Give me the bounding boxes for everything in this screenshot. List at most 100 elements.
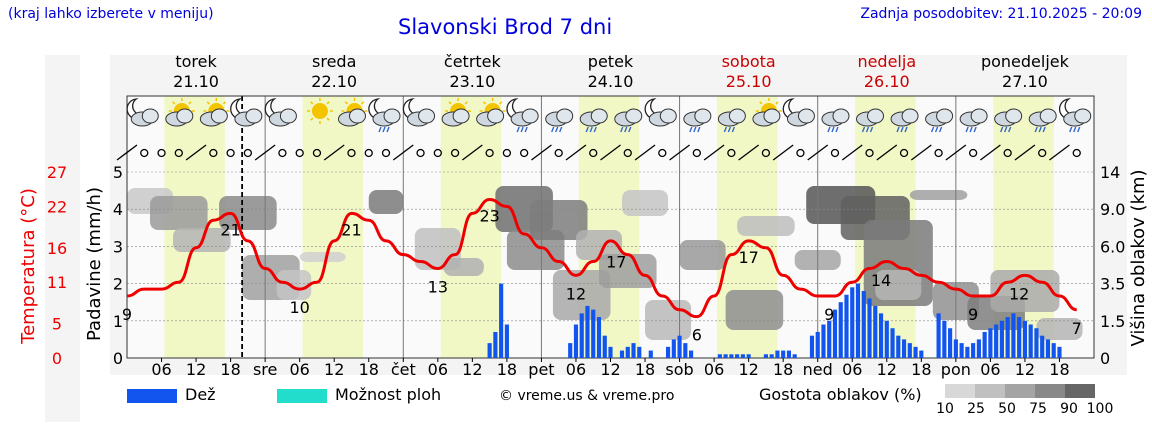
time-tick-label: 12: [462, 360, 482, 379]
time-tick-label: čet: [391, 360, 416, 379]
precip-tick-label: 5: [113, 163, 123, 182]
time-tick-label: 18: [220, 360, 240, 379]
temperature-label: 21: [220, 220, 240, 239]
day-date: 24.10: [587, 72, 634, 91]
rain-bar: [631, 343, 636, 358]
temperature-label: 9: [968, 305, 978, 324]
time-tick-label: 06: [842, 360, 862, 379]
rain-bar: [729, 354, 734, 358]
temperature-line: [126, 198, 1078, 319]
wind-barb: [565, 144, 587, 161]
rain-bar: [850, 287, 855, 358]
wind-calm-marker: [485, 148, 494, 158]
wind-calm-marker: [692, 148, 701, 158]
rain-bar: [573, 324, 579, 358]
cloud-rain-icon: [545, 108, 574, 133]
rain-legend-label: Dež: [185, 385, 216, 404]
cloud-rain-icon: [683, 108, 712, 133]
cloud-patch: [368, 190, 404, 214]
rain-bar: [591, 309, 596, 358]
time-tick-label: sob: [665, 360, 693, 379]
wind-calm-marker: [174, 148, 183, 158]
wind-calm-marker: [796, 148, 805, 158]
wind-calm-marker: [727, 148, 736, 158]
rain-bar: [493, 331, 498, 358]
sun-cloud-icon: [441, 98, 472, 127]
day-date: 26.10: [863, 72, 910, 91]
credit-link[interactable]: © vreme.us & vreme.pro: [499, 388, 675, 404]
rain-bar: [619, 350, 625, 358]
time-tick-label: 18: [359, 360, 379, 379]
cloud-patch: [575, 230, 623, 260]
update-timestamp: Zadnja posodobitev: 21.10.2025 - 20:09: [860, 6, 1142, 22]
temperature-label: 17: [606, 252, 626, 271]
cloud-rain-icon: [821, 108, 850, 133]
storm-legend-label: Možnost ploh: [335, 385, 442, 404]
rain-bar: [717, 354, 722, 358]
left-axis-panel: [45, 55, 80, 422]
time-tick-label: 18: [635, 360, 655, 379]
temperature-label: 12: [566, 284, 586, 303]
rain-bar: [487, 343, 492, 358]
time-tick-label: 06: [151, 360, 171, 379]
storm-legend-swatch: [277, 389, 327, 403]
rain-bar: [867, 298, 872, 358]
density-swatch: [1035, 384, 1065, 398]
rain-bar: [648, 350, 653, 358]
wind-barb: [600, 144, 621, 161]
wind-barb: [531, 144, 552, 161]
cloud-patch: [299, 252, 346, 262]
wind-calm-marker: [295, 148, 304, 158]
wind-barb: [807, 144, 829, 161]
cloud-rain-icon: [856, 108, 885, 133]
wind-calm-marker: [243, 148, 253, 158]
temp-tick-label: 5: [52, 315, 62, 334]
wind-calm-marker: [589, 148, 598, 158]
wind-calm-marker: [209, 148, 218, 158]
cloud-rain-icon: [717, 108, 746, 133]
temp-tick-label: 0: [52, 349, 62, 368]
wind-barb: [116, 144, 138, 161]
wind-calm-marker: [623, 148, 632, 158]
rain-bar: [884, 320, 889, 358]
cloud-rain-icon: [579, 108, 608, 133]
density-tick-label: 90: [1060, 401, 1078, 417]
rain-bar: [671, 339, 676, 358]
density-tick-label: 100: [1086, 401, 1114, 417]
day-name: petek: [587, 52, 634, 71]
temperature-label: 6: [692, 326, 702, 345]
temperature-label: 9: [122, 305, 132, 324]
wind-calm-marker: [157, 148, 166, 158]
density-tick-label: 75: [1029, 401, 1047, 417]
rain-bar: [827, 320, 832, 358]
rain-bar: [637, 346, 642, 358]
time-tick-label: 12: [1015, 360, 1035, 379]
rain-bar: [1028, 324, 1033, 358]
daylight-band: [440, 96, 502, 358]
day-header: petek 24.10: [546, 52, 676, 92]
cloud-rain-icon: [614, 108, 643, 133]
rain-bar: [735, 354, 740, 358]
rain-bar: [959, 343, 964, 358]
wind-barb: [254, 144, 276, 161]
cloud-height-tick-label: 0: [1100, 349, 1110, 368]
temperature-label: 13: [428, 277, 448, 296]
wind-barb: [738, 144, 760, 161]
rain-bar: [965, 346, 970, 358]
rain-bar: [948, 328, 953, 358]
density-swatch: [975, 384, 1005, 398]
day-date: 27.10: [1002, 72, 1048, 91]
wind-calm-marker: [1038, 148, 1047, 158]
density-swatch: [1065, 384, 1095, 398]
rain-bar: [994, 324, 999, 358]
wind-calm-marker: [899, 148, 909, 158]
rain-bar: [504, 324, 509, 358]
wind-barb: [876, 144, 898, 161]
day-name: torek: [175, 52, 217, 71]
cloud-patch: [276, 270, 312, 300]
time-tick-label: 06: [980, 360, 1000, 379]
cloud-patch: [1036, 318, 1083, 340]
rain-bar: [746, 354, 751, 358]
rain-bar: [740, 354, 745, 358]
